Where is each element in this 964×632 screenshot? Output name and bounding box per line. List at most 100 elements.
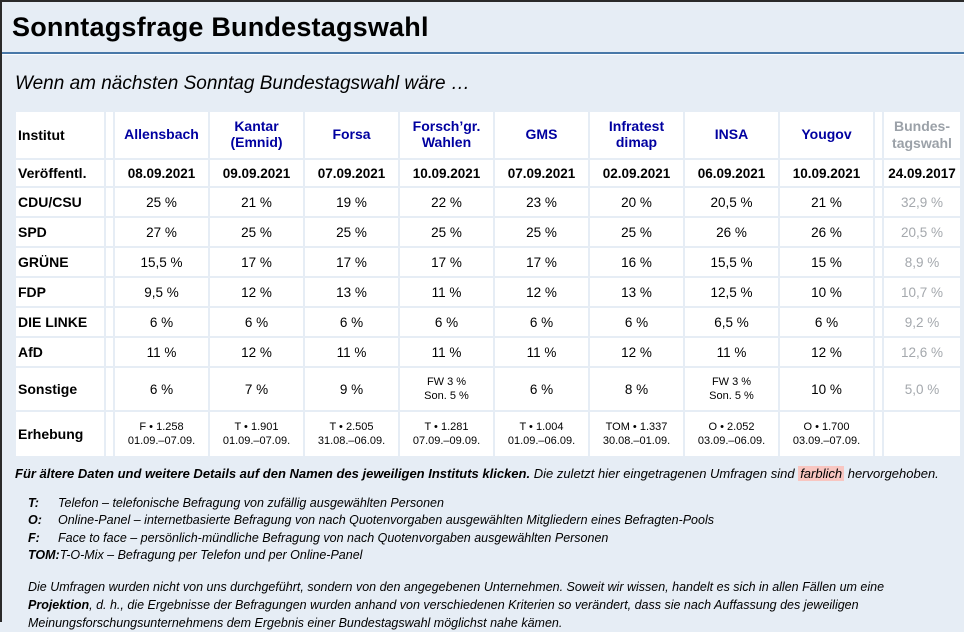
survey-info: F • 1.258 01.09.–07.09. — [115, 412, 208, 456]
poll-value: 12,5 % — [685, 278, 778, 306]
party-label: AfD — [16, 338, 104, 366]
poll-value: 25 % — [400, 218, 493, 246]
survey-info: T • 1.901 01.09.–07.09. — [210, 412, 303, 456]
poll-value: 26 % — [685, 218, 778, 246]
spacer-cell — [106, 160, 113, 186]
click-hint: Für ältere Daten und weitere Details auf… — [15, 466, 964, 481]
poll-value: 6,5 % — [685, 308, 778, 336]
survey-info: TOM • 1.337 30.08.–01.09. — [590, 412, 683, 456]
legend-desc: Telefon – telefonische Befragung von zuf… — [58, 496, 444, 510]
party-row-fdp: FDP 9,5 % 12 % 13 % 11 % 12 % 13 % 12,5 … — [16, 278, 960, 306]
poll-table: Institut Allensbach Kantar (Emnid) Forsa… — [14, 110, 962, 458]
institute-header-cell: Kantar (Emnid) — [210, 112, 303, 158]
institute-header-cell: Forsch’gr. Wahlen — [400, 112, 493, 158]
poll-value: 6 % — [590, 308, 683, 336]
poll-value: 17 % — [495, 248, 588, 276]
page-title: Sonntagsfrage Bundestagswahl — [12, 12, 429, 42]
institute-link-gms[interactable]: GMS — [525, 126, 558, 142]
poll-value: 6 % — [495, 368, 588, 410]
spacer-cell — [106, 368, 113, 410]
spacer-cell — [875, 218, 882, 246]
poll-value: 11 % — [400, 338, 493, 366]
spacer-cell — [106, 112, 113, 158]
poll-value: FW 3 % Son. 5 % — [400, 368, 493, 410]
method-legend: T: Telefon – telefonische Befragung von z… — [28, 495, 964, 564]
party-label: GRÜNE — [16, 248, 104, 276]
poll-value: 25 % — [590, 218, 683, 246]
spacer-cell — [106, 308, 113, 336]
poll-value: 19 % — [305, 188, 398, 216]
institute-header-cell: Allensbach — [115, 112, 208, 158]
legend-term: TOM: — [28, 547, 60, 562]
party-label: Sonstige — [16, 368, 104, 410]
poll-value: 25 % — [210, 218, 303, 246]
click-hint-text-end: hervorgehoben. — [844, 466, 939, 481]
poll-value: FW 3 % Son. 5 % — [685, 368, 778, 410]
highlight-legend-swatch: farblich — [798, 466, 845, 481]
poll-value: 11 % — [400, 278, 493, 306]
header-row: Institut Allensbach Kantar (Emnid) Forsa… — [16, 112, 960, 158]
election-value: 10,7 % — [884, 278, 960, 306]
legend-item-o: O: Online-Panel – internetbasierte Befrag… — [28, 512, 964, 529]
survey-info: T • 1.004 01.09.–06.09. — [495, 412, 588, 456]
poll-value: 22 % — [400, 188, 493, 216]
poll-value: 17 % — [210, 248, 303, 276]
poll-value: 25 % — [305, 218, 398, 246]
published-date: 06.09.2021 — [685, 160, 778, 186]
spacer-cell — [875, 248, 882, 276]
survey-info: O • 1.700 03.09.–07.09. — [780, 412, 873, 456]
institute-link-allensbach[interactable]: Allensbach — [124, 126, 199, 142]
institute-link-infratest[interactable]: Infratest dimap — [608, 117, 665, 151]
institute-link-yougov[interactable]: Yougov — [801, 126, 852, 142]
survey-info: T • 1.281 07.09.–09.09. — [400, 412, 493, 456]
poll-value: 9 % — [305, 368, 398, 410]
institute-header-cell: Yougov — [780, 112, 873, 158]
election-value: 12,6 % — [884, 338, 960, 366]
disclaimer-bold: Projektion — [28, 598, 90, 613]
election-value: 20,5 % — [884, 218, 960, 246]
published-label: Veröffentl. — [16, 160, 104, 186]
poll-value: 25 % — [115, 188, 208, 216]
election-header: Bundes- tagswahl — [884, 112, 960, 158]
institute-link-fgw[interactable]: Forsch’gr. Wahlen — [412, 117, 481, 151]
poll-value: 11 % — [115, 338, 208, 366]
institute-link-insa[interactable]: INSA — [714, 126, 749, 142]
poll-value: 6 % — [115, 368, 208, 410]
legend-term: T: — [28, 496, 39, 510]
poll-value: 15 % — [780, 248, 873, 276]
spacer-cell — [875, 278, 882, 306]
party-row-linke: DIE LINKE 6 % 6 % 6 % 6 % 6 % 6 % 6,5 % … — [16, 308, 960, 336]
disclaimer-text-2: , d. h., die Ergebnisse der Befragungen … — [28, 598, 859, 631]
poll-value: 11 % — [685, 338, 778, 366]
poll-value: 10 % — [780, 278, 873, 306]
poll-value: 6 % — [780, 308, 873, 336]
institute-link-kantar[interactable]: Kantar (Emnid) — [230, 117, 283, 151]
institute-link-forsa[interactable]: Forsa — [332, 126, 371, 142]
spacer-cell — [106, 412, 113, 456]
party-label: SPD — [16, 218, 104, 246]
poll-value: 12 % — [590, 338, 683, 366]
election-survey-cell — [884, 412, 960, 456]
poll-value: 12 % — [210, 278, 303, 306]
poll-value: 20 % — [590, 188, 683, 216]
survey-info: O • 2.052 03.09.–06.09. — [685, 412, 778, 456]
poll-value: 12 % — [780, 338, 873, 366]
survey-label: Erhebung — [16, 412, 104, 456]
poll-value: 17 % — [305, 248, 398, 276]
poll-value: 11 % — [495, 338, 588, 366]
poll-value: 13 % — [305, 278, 398, 306]
poll-value: 8 % — [590, 368, 683, 410]
institute-header-cell: INSA — [685, 112, 778, 158]
spacer-cell — [875, 160, 882, 186]
title-divider — [2, 52, 964, 55]
election-date: 24.09.2017 — [884, 160, 960, 186]
poll-value: 6 % — [210, 308, 303, 336]
party-row-gruene: GRÜNE 15,5 % 17 % 17 % 17 % 17 % 16 % 15… — [16, 248, 960, 276]
party-row-afd: AfD 11 % 12 % 11 % 11 % 11 % 12 % 11 % 1… — [16, 338, 960, 366]
institute-header-cell: GMS — [495, 112, 588, 158]
published-date: 10.09.2021 — [400, 160, 493, 186]
spacer-cell — [106, 188, 113, 216]
poll-value: 17 % — [400, 248, 493, 276]
click-hint-text: Die zuletzt hier eingetragenen Umfragen … — [530, 466, 799, 481]
legend-term: F: — [28, 530, 40, 545]
